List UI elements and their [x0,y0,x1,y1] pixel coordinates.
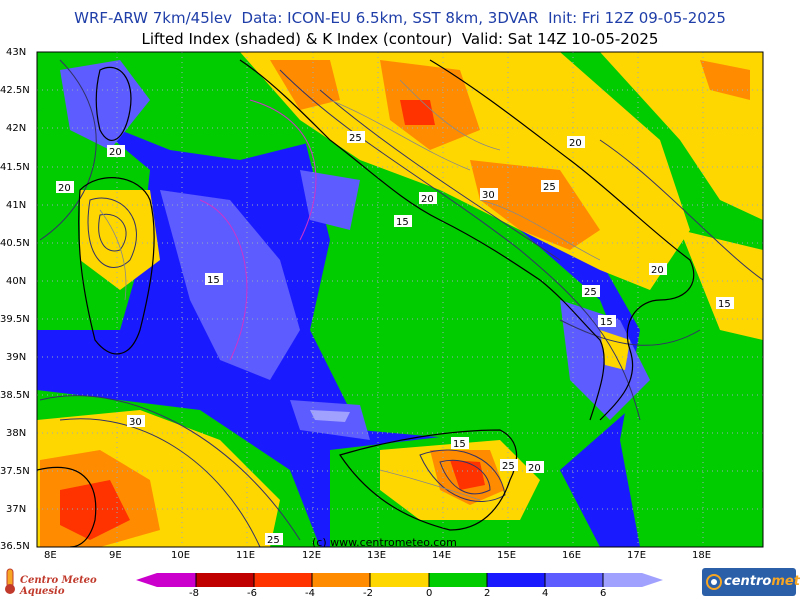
lat-label: 41.5N [0,162,30,173]
lat-label: 42N [6,123,27,134]
lon-label: 11E [236,550,256,561]
k-label: 15 [207,275,220,286]
colorbar-tick: -4 [305,588,315,599]
lat-label: 39.5N [0,314,30,325]
k-index-contours-magenta [199,99,317,361]
colorbar-swatch [429,573,487,587]
colorbar-tick: 0 [426,588,433,599]
lat-label: 40.5N [0,238,30,249]
colorbar-tick: 4 [542,588,549,599]
colorbar-swatch [196,573,254,587]
colorbar-tick: -8 [189,588,199,599]
lat-label: 38.5N [0,390,30,401]
lon-label: 17E [627,550,647,561]
colorbar-swatch [370,573,429,587]
lon-label: 10E [171,550,191,561]
colorbar-swatch [487,573,545,587]
k-label: 25 [502,461,515,472]
k-label: 30 [482,190,495,201]
colorbar-swatch [545,573,603,587]
centro-meteo-aquesio-logo: Centro Meteo Aquesio [2,566,142,597]
lat-label: 36.5N [0,541,30,552]
k-label: 15 [718,299,731,310]
lon-label: 8E [44,550,57,561]
lon-label: 16E [562,550,582,561]
k-label: 20 [421,194,434,205]
k-label: 30 [129,417,142,428]
colorbar-swatch [603,573,642,587]
lat-label: 40N [6,276,27,287]
colorbar-swatch [312,573,370,587]
lat-label: 37N [6,504,27,515]
map-frame [36,51,764,548]
colorbar-tick: -6 [247,588,257,599]
lon-label: 15E [497,550,517,561]
k-index-contours [39,59,763,547]
title-line-1: WRF-ARW 7km/45lev Data: ICON-EU 6.5km, S… [74,9,726,27]
logo-right-text: centrometeo [724,574,800,589]
colorbar-swatch [254,573,312,587]
colorbar-swatch [642,573,663,587]
colorbar-swatch [136,573,157,587]
lat-label: 41N [6,200,27,211]
k-label: 20 [651,265,664,276]
logo-left-text: Centro Meteo Aquesio [20,575,97,597]
k-label: 20 [58,183,71,194]
k-label: 20 [109,147,122,158]
coastlines [37,59,695,547]
lat-label: 42.5N [0,85,30,96]
k-label: 25 [543,182,556,193]
k-label: 20 [528,463,541,474]
lat-label: 38N [6,428,27,439]
colorbar-tick: 6 [600,588,607,599]
k-label: 20 [569,138,582,149]
swirl-icon [706,574,722,590]
colorbar [136,573,663,587]
thermometer-icon [5,568,15,594]
k-label: 15 [396,217,409,228]
k-label: 25 [267,535,280,546]
watermark: (c) www.centrometeo.com [312,536,457,549]
colorbar-tick: 2 [484,588,491,599]
title-line-2: Lifted Index (shaded) & K Index (contour… [141,30,659,48]
colorbar-tick: -2 [363,588,373,599]
lon-label: 18E [692,550,712,561]
lat-label: 43N [6,47,27,58]
region-borders [99,79,601,501]
lon-label: 13E [367,550,387,561]
k-label: 15 [453,439,466,450]
lon-label: 14E [432,550,452,561]
lat-label: 37.5N [0,466,30,477]
lon-label: 9E [109,550,122,561]
k-label: 15 [600,317,613,328]
k-index-labels: 20 20 25 20 30 25 20 15 15 20 25 15 15 3… [56,131,734,546]
k-label: 25 [584,287,597,298]
lon-label: 12E [302,550,322,561]
lat-label: 39N [6,352,27,363]
lat-lon-grid [37,52,763,547]
k-label: 25 [349,133,362,144]
lifted-index-shading [37,52,763,547]
colorbar-swatch [157,573,196,587]
centrometeo-logo: centrometeo [702,568,800,596]
